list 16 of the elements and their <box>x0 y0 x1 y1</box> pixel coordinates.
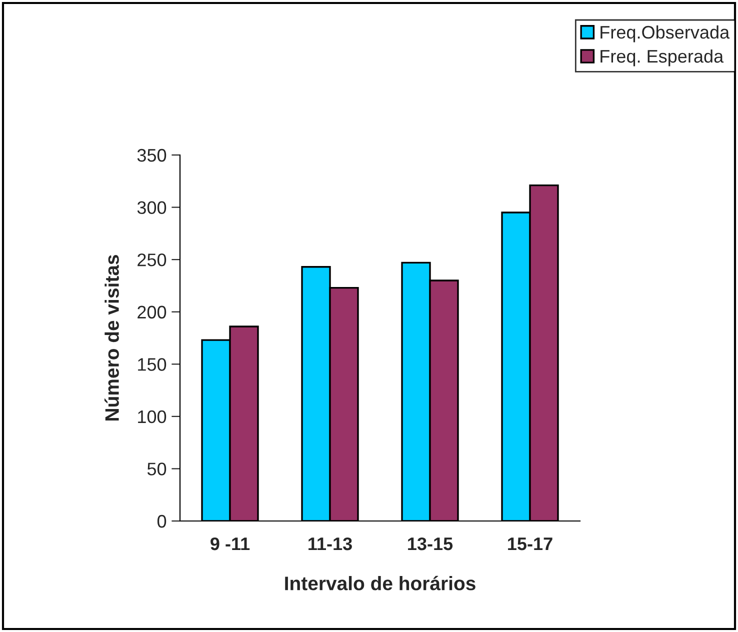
y-tick-label: 150 <box>138 358 166 371</box>
y-tick-label: 250 <box>138 254 166 266</box>
y-axis-title: Número de visitas <box>104 255 119 420</box>
legend-label: Freq. Esperada <box>600 49 724 66</box>
x-tick-label: 15-17 <box>508 538 552 550</box>
y-tick-label: 350 <box>137 148 166 162</box>
x-tick-label: 11-13 <box>308 537 352 550</box>
x-tick-label: 9 -11 <box>210 537 250 550</box>
y-tick-label: 50 <box>147 462 166 476</box>
y-tick-label: 300 <box>137 201 166 214</box>
x-axis-title: Intervalo de horários <box>285 576 476 590</box>
y-tick-label: 0 <box>157 514 166 528</box>
legend-label: Freq.Observada <box>600 25 730 42</box>
y-tick-label: 100 <box>138 410 166 424</box>
y-tick-label: 200 <box>138 306 166 319</box>
x-tick-label: 13-15 <box>408 537 453 550</box>
